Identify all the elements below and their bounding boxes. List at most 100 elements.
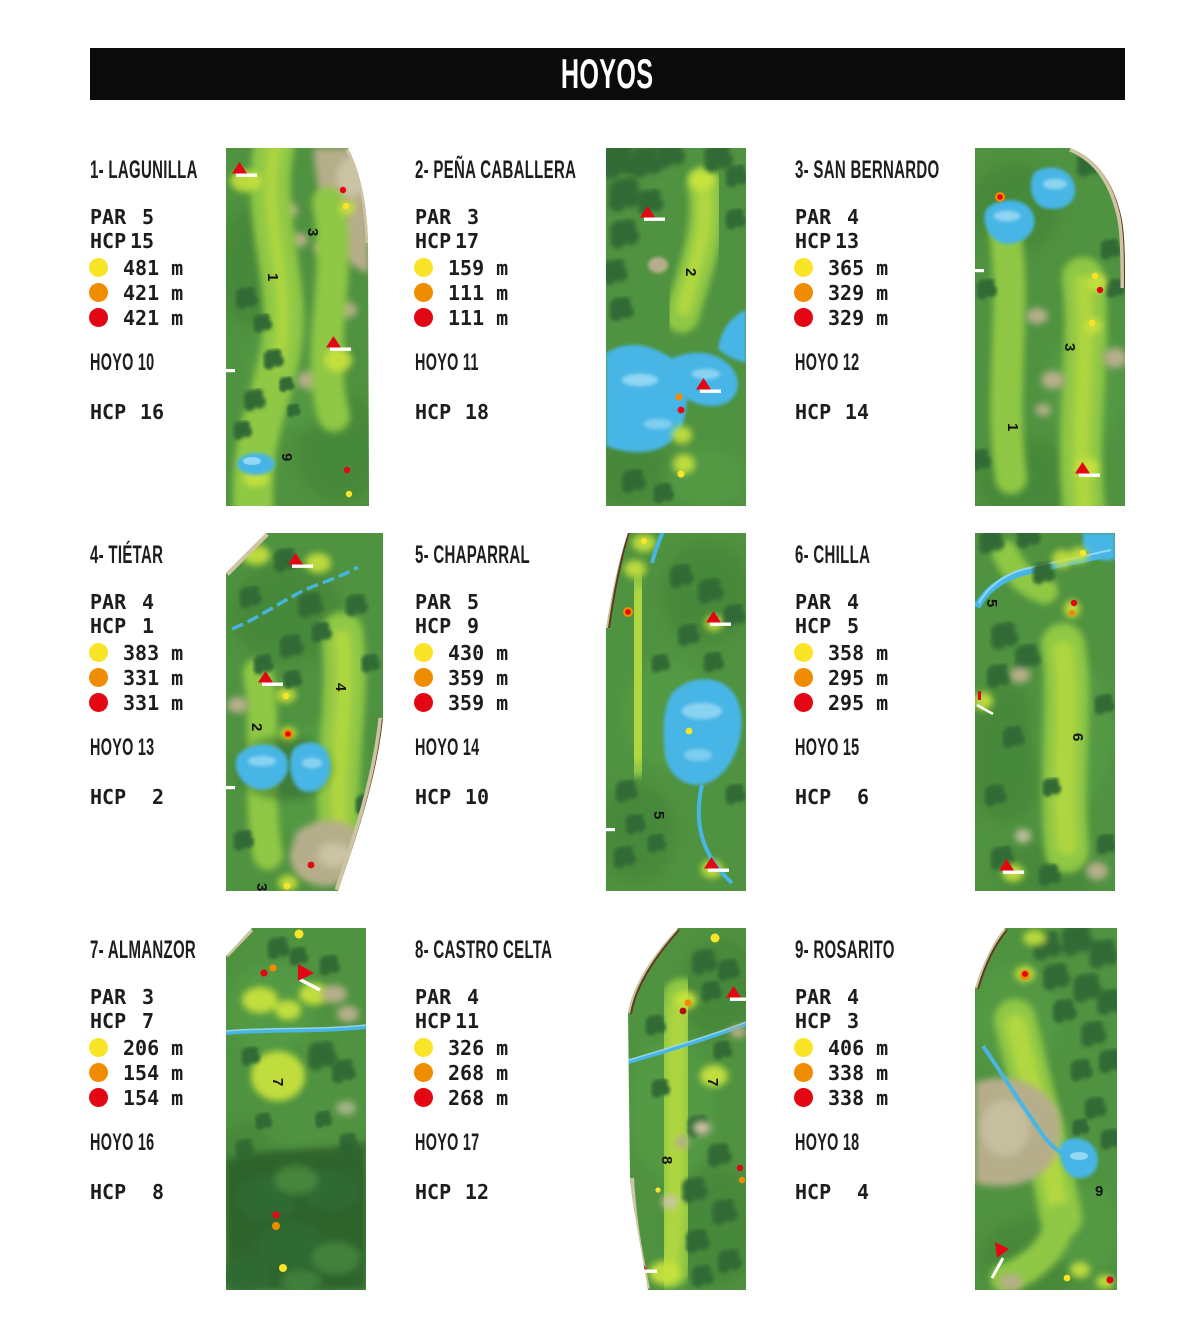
distance-row-red: 111 m (414, 305, 508, 330)
hole-title: 7- ALMANZOR (90, 936, 197, 964)
marker-dots (1068, 549, 1087, 617)
orange-tee-icon (414, 283, 433, 302)
orange-tee-icon (89, 283, 108, 302)
red-tee-icon (414, 1088, 433, 1107)
orange-tee-icon (89, 1063, 108, 1082)
hoyo-row: HOYO 18 (795, 1129, 860, 1156)
distance-row-red: 338 m (794, 1085, 888, 1110)
water (984, 167, 1076, 244)
hole-map-9: 9 (975, 928, 1117, 1290)
distance-row-red: 154 m (89, 1085, 183, 1110)
yellow-tee-icon (414, 258, 433, 277)
hoyo-row: HOYO 10 (90, 349, 155, 376)
sand-areas (1010, 667, 1108, 880)
hcp-row: HCP 5 (795, 614, 859, 638)
hcp-row: HCP 17 (415, 229, 480, 253)
svg-text:3: 3 (304, 228, 321, 236)
forest (226, 1142, 366, 1290)
hole-card-3: 3- SAN BERNARDO PAR 4 HCP 13 365 m 329 m 3… (794, 148, 1025, 508)
distance-row-orange: 421 m (89, 280, 183, 305)
fairways (650, 978, 702, 1288)
red-tee-icon (794, 693, 813, 712)
distance-row-orange: 111 m (414, 280, 508, 305)
red-tee-icon (89, 1088, 108, 1107)
distance-row-yellow: 206 m (89, 1035, 183, 1060)
hole-map-4: 4 2 3 (226, 533, 383, 891)
hcp2-row: HCP 18 (415, 400, 489, 424)
svg-text:6: 6 (1069, 733, 1086, 741)
hole-card-5: 5- CHAPARRAL PAR 5 HCP 9 430 m 359 m 359 m… (414, 533, 645, 893)
orange-tee-icon (794, 1063, 813, 1082)
yellow-tee-icon (89, 1038, 108, 1057)
red-tee-icon (89, 308, 108, 327)
hcp2-row: HCP 10 (415, 785, 489, 809)
distance-row-orange: 154 m (89, 1060, 183, 1085)
stream (981, 1044, 1098, 1179)
bright-mounds (242, 983, 329, 1101)
yellow-tee-icon (794, 258, 813, 277)
hole-title: 5- CHAPARRAL (415, 541, 530, 569)
hole-title: 3- SAN BERNARDO (795, 156, 940, 184)
hcp2-row: HCP 12 (415, 1180, 489, 1204)
red-tee-icon (414, 308, 433, 327)
yellow-tee-icon (414, 1038, 433, 1057)
hole-card-9: 9- ROSARITO PAR 4 HCP 3 406 m 338 m 338 m … (794, 928, 1025, 1288)
svg-text:3: 3 (1061, 343, 1078, 351)
hcp2-row: HCP 6 (795, 785, 869, 809)
svg-text:1: 1 (264, 273, 281, 281)
svg-text:8: 8 (658, 1156, 675, 1164)
distance-row-yellow: 365 m (794, 255, 888, 280)
pond (663, 679, 742, 785)
tee-tick (226, 786, 235, 790)
page-title: HOYOS (561, 50, 654, 97)
svg-text:5: 5 (650, 811, 667, 819)
fairways (992, 540, 1089, 873)
hole-card-2: 2- PEÑA CABALLERA PAR 3 HCP 17 159 m 111 m… (414, 148, 645, 508)
stream (650, 533, 734, 885)
distance-row-red: 359 m (414, 690, 508, 715)
hcp-row: HCP 13 (795, 229, 860, 253)
distance-row-orange: 268 m (414, 1060, 508, 1085)
distance-row-yellow: 481 m (89, 255, 183, 280)
sand-areas (1026, 308, 1125, 416)
red-tee-icon (89, 693, 108, 712)
par-row: PAR 4 (795, 205, 859, 229)
par-row: PAR 4 (795, 985, 859, 1009)
svg-text:2: 2 (682, 268, 699, 276)
par-row: PAR 5 (415, 590, 479, 614)
header-bar: HOYOS (90, 48, 1125, 100)
hole-map-3: 3 1 (975, 148, 1125, 506)
distance-row-yellow: 430 m (414, 640, 508, 665)
orange-tee-icon (794, 668, 813, 687)
flag-icon (990, 1242, 1009, 1279)
hcp-row: HCP 1 (90, 614, 154, 638)
hoyo-row: HOYO 13 (90, 734, 155, 761)
distance-row-red: 331 m (89, 690, 183, 715)
marker-dots (623, 538, 693, 735)
hoyo-row: HOYO 14 (415, 734, 480, 761)
sand-areas (662, 1026, 746, 1209)
hcp-row: HCP 7 (90, 1009, 154, 1033)
par-row: PAR 5 (90, 205, 154, 229)
svg-text:1: 1 (1004, 423, 1021, 431)
svg-text:2: 2 (248, 723, 265, 731)
distance-row-yellow: 383 m (89, 640, 183, 665)
par-row: PAR 4 (415, 985, 479, 1009)
hcp2-row: HCP 8 (90, 1180, 164, 1204)
bright-mounds (649, 991, 728, 1285)
orange-tee-icon (89, 668, 108, 687)
hoyo-row: HOYO 16 (90, 1129, 155, 1156)
par-row: PAR 4 (90, 590, 154, 614)
red-tee-icon (794, 308, 813, 327)
yellow-tee-icon (414, 643, 433, 662)
hole-card-4: 4- TIÉTAR PAR 4 HCP 1 383 m 331 m 331 m HO… (89, 533, 320, 893)
distance-row-orange: 338 m (794, 1060, 888, 1085)
hole-card-6: 6- CHILLA PAR 4 HCP 5 358 m 295 m 295 m HO… (794, 533, 1025, 893)
marker-dots (339, 186, 353, 498)
stream (231, 565, 359, 631)
svg-text:5: 5 (983, 599, 1000, 607)
ponds (235, 736, 332, 800)
hcp-row: HCP 3 (795, 1009, 859, 1033)
hole-map-1: 3 1 9 (226, 148, 369, 506)
flag-icon (298, 964, 321, 992)
